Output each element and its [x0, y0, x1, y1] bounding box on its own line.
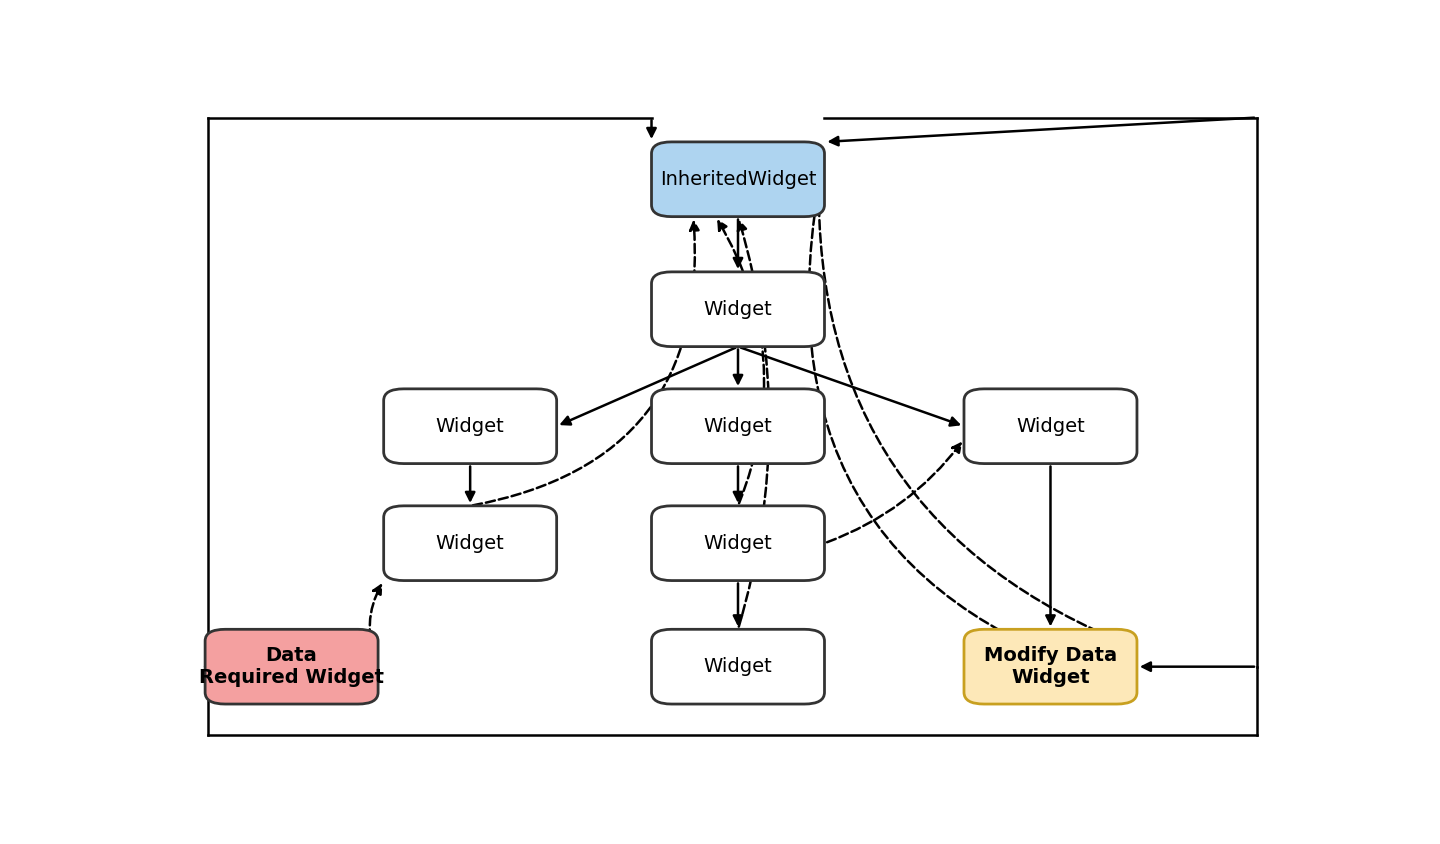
Text: Widget: Widget — [704, 300, 772, 319]
FancyBboxPatch shape — [651, 142, 825, 217]
FancyBboxPatch shape — [651, 630, 825, 704]
Text: Widget: Widget — [704, 417, 772, 436]
FancyBboxPatch shape — [963, 389, 1138, 463]
Text: Widget: Widget — [1017, 417, 1084, 436]
FancyBboxPatch shape — [383, 389, 557, 463]
FancyBboxPatch shape — [651, 389, 825, 463]
FancyBboxPatch shape — [651, 506, 825, 581]
FancyBboxPatch shape — [963, 630, 1138, 704]
Text: Widget: Widget — [436, 417, 504, 436]
FancyBboxPatch shape — [204, 630, 379, 704]
Text: Widget: Widget — [436, 533, 504, 553]
Text: Data
Required Widget: Data Required Widget — [199, 647, 384, 687]
FancyBboxPatch shape — [651, 272, 825, 347]
FancyBboxPatch shape — [383, 506, 557, 581]
Text: InheritedWidget: InheritedWidget — [660, 170, 816, 189]
Text: Widget: Widget — [704, 533, 772, 553]
Text: Modify Data
Widget: Modify Data Widget — [984, 647, 1117, 687]
Text: Widget: Widget — [704, 657, 772, 676]
